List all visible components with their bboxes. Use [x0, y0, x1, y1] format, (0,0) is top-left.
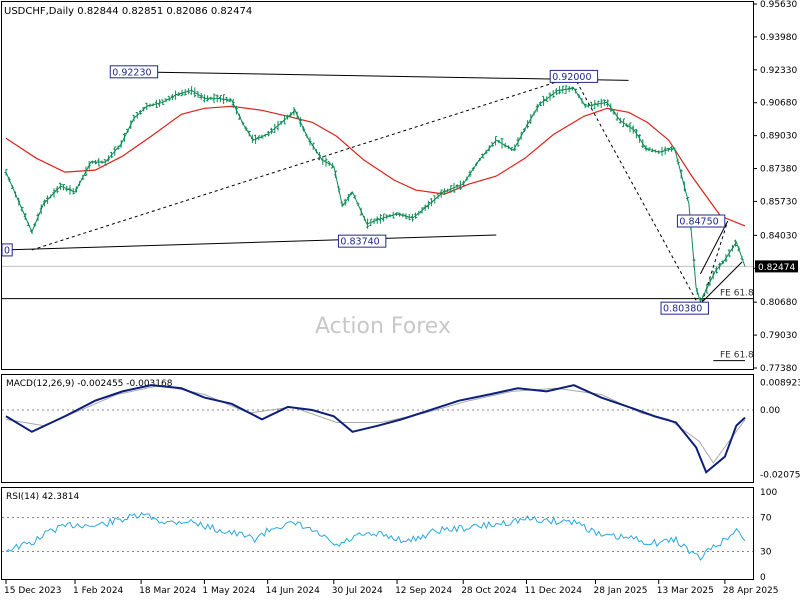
- price-axis-label: 0.84030: [760, 231, 797, 241]
- rsi-axis-label: 30: [760, 548, 772, 558]
- price-annotation-label: 0: [4, 245, 10, 256]
- price-annotation-label: 0.92000: [552, 72, 591, 83]
- price-axis-label: 0.85730: [760, 197, 797, 207]
- rsi-axis-label: 70: [760, 514, 772, 524]
- x-axis-label: 11 Dec 2024: [524, 586, 582, 596]
- x-axis-label: 14 Jun 2024: [266, 586, 320, 596]
- price-axis-label: 0.92330: [760, 66, 797, 76]
- price-axis-label: 0.93980: [760, 33, 797, 43]
- rsi-label: RSI(14) 42.3814: [6, 492, 79, 502]
- macd-axis-label: -0.020759: [760, 471, 800, 481]
- price-annotation-label: 0.92230: [112, 67, 151, 78]
- rsi-axis-label: 0: [760, 573, 766, 583]
- x-axis-label: 13 Mar 2025: [657, 586, 714, 596]
- price-axis-label: 0.90680: [760, 99, 797, 109]
- price-axis-label: 0.87380: [760, 165, 797, 175]
- price-axis-label: 0.80680: [760, 298, 797, 308]
- price-annotation-label: 0.84750: [679, 217, 718, 228]
- x-axis-label: 1 Feb 2024: [73, 586, 124, 596]
- x-axis-label: 1 May 2024: [202, 586, 255, 596]
- current-price-label: 0.82474: [758, 263, 795, 273]
- price-annotation-label: 0.80380: [663, 304, 702, 315]
- fe-label: FE 61.8: [720, 351, 754, 361]
- fe-label: FE 61.8: [720, 289, 754, 299]
- price-axis-label: 0.89030: [760, 132, 797, 142]
- price-annotation-label: 0.83740: [340, 237, 379, 248]
- ohlc-readout: 0.82844 0.82851 0.82086 0.82474: [77, 6, 252, 17]
- symbol-label: USDCHF,Daily: [4, 6, 74, 17]
- price-axis-label: 0.79030: [760, 331, 797, 341]
- price-axis-label: 0.95630: [760, 0, 797, 10]
- x-axis-label: 28 Apr 2025: [723, 586, 779, 596]
- x-axis-label: 30 Jul 2024: [332, 586, 383, 596]
- macd-axis-label: 0.00: [760, 406, 780, 416]
- x-axis-label: 28 Oct 2024: [461, 586, 517, 596]
- price-axis-label: 0.77380: [760, 364, 797, 374]
- rsi-axis-label: 100: [760, 488, 777, 498]
- x-axis-label: 28 Jan 2025: [593, 586, 647, 596]
- x-axis-label: 12 Sep 2024: [395, 586, 452, 596]
- x-axis-label: 15 Dec 2023: [4, 586, 62, 596]
- macd-axis-label: 0.008923: [760, 378, 800, 388]
- watermark: Action Forex: [315, 314, 451, 339]
- x-axis-label: 18 Mar 2024: [139, 586, 196, 596]
- price-panel-header: USDCHF,Daily 0.82844 0.82851 0.82086 0.8…: [4, 6, 252, 17]
